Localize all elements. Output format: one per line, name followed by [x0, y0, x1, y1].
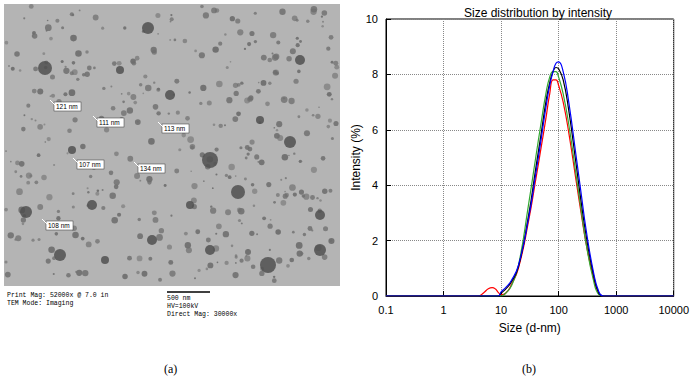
svg-text:134 nm: 134 nm	[140, 165, 162, 172]
svg-text:1000: 1000	[604, 304, 628, 316]
svg-text:0: 0	[372, 290, 378, 302]
svg-text:Direct Mag: 30000x: Direct Mag: 30000x	[167, 311, 237, 318]
svg-text:1: 1	[440, 304, 446, 316]
svg-text:2: 2	[372, 235, 378, 247]
html-text:(b): (b)	[522, 362, 536, 376]
svg-text:HV=100kV: HV=100kV	[167, 303, 198, 310]
svg-text:108 nm: 108 nm	[48, 222, 70, 229]
svg-text:8: 8	[372, 68, 378, 80]
svg-text:111 nm: 111 nm	[99, 119, 120, 126]
svg-text:Size distribution by intensity: Size distribution by intensity	[464, 6, 612, 20]
svg-text:10000: 10000	[658, 304, 689, 316]
svg-text:Intensity (%): Intensity (%)	[349, 124, 363, 191]
svg-text:0.1: 0.1	[378, 304, 393, 316]
svg-text:100: 100	[549, 304, 567, 316]
svg-text:6: 6	[372, 124, 378, 136]
svg-text:121 nm: 121 nm	[56, 103, 78, 110]
svg-text:10: 10	[495, 304, 507, 316]
svg-text:TEM Mode: Imaging: TEM Mode: Imaging	[7, 300, 73, 307]
svg-text:4: 4	[372, 179, 378, 191]
svg-text:500 nm: 500 nm	[167, 295, 191, 302]
html-text:(a): (a)	[164, 362, 178, 376]
svg-text:Size (d-nm): Size (d-nm)	[499, 321, 561, 335]
svg-text:10: 10	[366, 13, 378, 25]
svg-text:Print Mag: 52000x @ 7.0 in: Print Mag: 52000x @ 7.0 in	[7, 292, 109, 299]
svg-text:107 nm: 107 nm	[79, 161, 101, 168]
svg-text:113 nm: 113 nm	[164, 125, 185, 132]
